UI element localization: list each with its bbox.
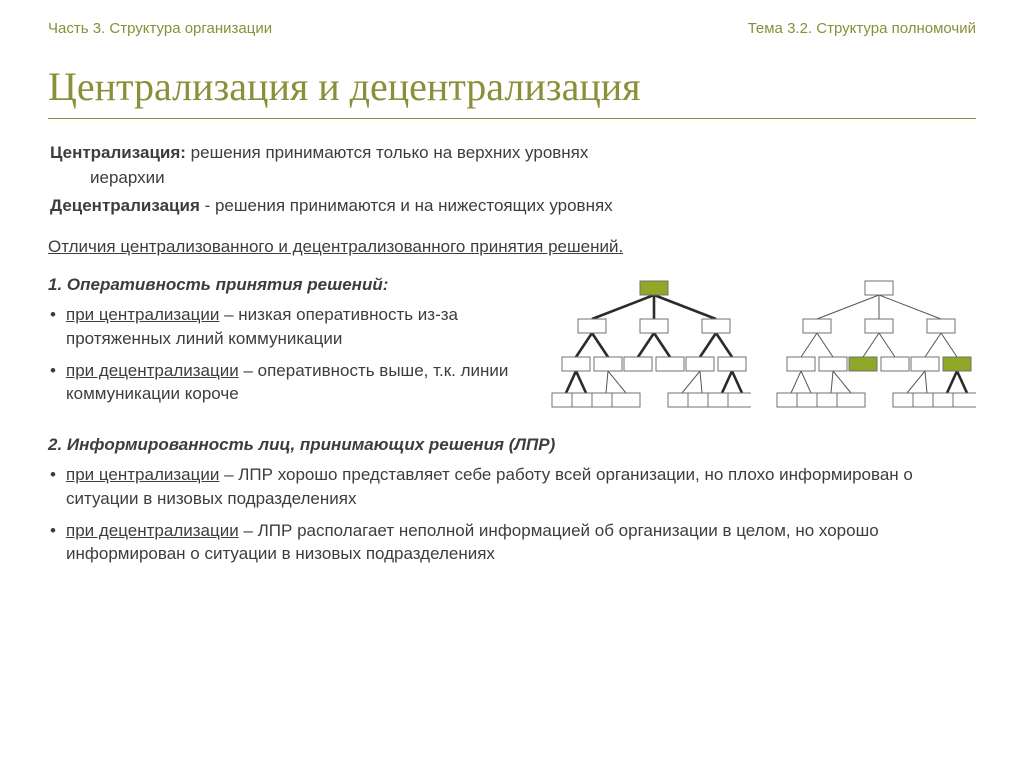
point1-title: 1. Оперативность принятия решений:	[48, 275, 530, 295]
point2-title: 2. Информированность лиц, принимающих ре…	[48, 435, 976, 455]
tree-centralized-icon	[546, 275, 751, 415]
point1-bullet-2: при децентрализации – оперативность выше…	[48, 359, 530, 407]
point1-b2-lead: при децентрализации	[66, 361, 239, 380]
page-title: Централизация и децентрализация	[48, 63, 976, 110]
row-point1: 1. Оперативность принятия решений: при ц…	[48, 275, 976, 415]
term-centralization: Централизация:	[50, 143, 186, 162]
point2-block: 2. Информированность лиц, принимающих ре…	[48, 435, 976, 566]
point2-bullet-2: при децентрализации – ЛПР располагает не…	[48, 519, 976, 567]
title-rule	[48, 118, 976, 119]
def-text-1a: решения принимаются только на верхних ур…	[186, 143, 588, 162]
definition-decentralization: Децентрализация - решения принимаются и …	[50, 194, 976, 219]
header-left: Часть 3. Структура организации	[48, 20, 272, 37]
section-heading: Отличия централизованного и децентрализо…	[48, 237, 976, 257]
header-right: Тема 3.2. Структура полномочий	[748, 20, 976, 37]
slide-header: Часть 3. Структура организации Тема 3.2.…	[48, 20, 976, 37]
point1-bullet-1: при централизации – низкая оперативность…	[48, 303, 530, 351]
tree-decentralized-icon	[771, 275, 976, 415]
point1-b1-lead: при централизации	[66, 305, 219, 324]
point2-b1-lead: при централизации	[66, 465, 219, 484]
term-decentralization: Децентрализация	[50, 196, 200, 215]
definition-centralization: Централизация: решения принимаются тольк…	[50, 141, 976, 190]
diagrams	[546, 275, 976, 415]
point2-b2-lead: при децентрализации	[66, 521, 239, 540]
definitions-block: Централизация: решения принимаются тольк…	[48, 141, 976, 219]
point2-bullet-1: при централизации – ЛПР хорошо представл…	[48, 463, 976, 511]
def-text-1b: иерархии	[50, 166, 976, 191]
point1-text: 1. Оперативность принятия решений: при ц…	[48, 275, 530, 414]
def-text-2: - решения принимаются и на нижестоящих у…	[200, 196, 613, 215]
